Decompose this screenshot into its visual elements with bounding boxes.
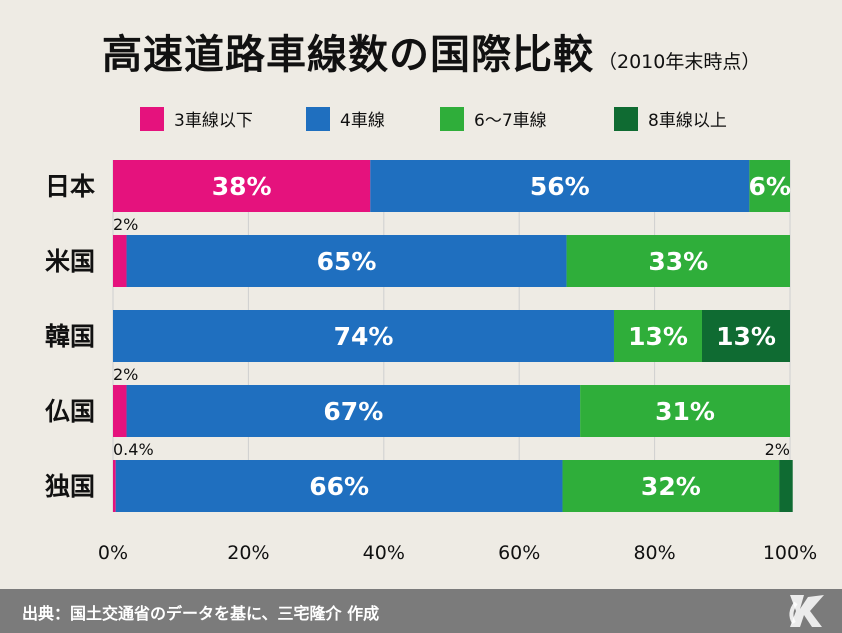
data-label-outside: 0.4% <box>113 440 154 459</box>
legend-item-8-lanes-or-more: 8車線以上 <box>614 106 727 131</box>
bar-segment <box>126 235 567 287</box>
x-tick-label: 100% <box>763 542 817 564</box>
bar-segment <box>562 460 780 512</box>
bar-segment <box>370 160 750 212</box>
bar-segment <box>113 460 116 512</box>
category-label: 韓国 <box>45 322 95 351</box>
data-label-outside: 2% <box>113 365 138 384</box>
data-label: 38% <box>212 172 272 201</box>
logo-icon <box>789 595 824 627</box>
legend-item-3-lanes-or-less: 3車線以下 <box>140 106 253 131</box>
data-label: 74% <box>334 322 394 351</box>
stacked-bar-chart: 日本 38% 56% 6% 米国 2% 65% 33% 韓国 74% 13% 13% 仏国 2% 67% 31… <box>45 160 817 564</box>
legend-swatch <box>140 106 164 131</box>
data-label-outside: 2% <box>765 440 790 459</box>
data-label: 31% <box>655 397 715 426</box>
bar-segment <box>113 310 614 362</box>
x-tick-label: 80% <box>633 542 675 564</box>
data-label: 65% <box>317 247 377 276</box>
bar-segment <box>779 460 793 512</box>
data-label: 13% <box>628 322 688 351</box>
category-label: 米国 <box>45 247 95 276</box>
legend-swatch <box>614 106 638 131</box>
data-label: 6% <box>748 172 790 201</box>
category-label: 独国 <box>45 472 95 501</box>
x-tick-label: 20% <box>227 542 269 564</box>
bar-segment <box>113 160 371 212</box>
legend: 3車線以下 4車線 6〜7車線 8車線以上 <box>0 106 842 134</box>
legend-label: 3車線以下 <box>174 111 253 131</box>
data-label: 13% <box>716 322 776 351</box>
legend-swatch <box>306 106 330 131</box>
category-label: 仏国 <box>45 397 95 426</box>
data-label: 33% <box>648 247 708 276</box>
x-tick-label: 0% <box>98 542 128 564</box>
chart-title: 高速道路車線数の国際比較 （2010年末時点） <box>102 22 760 80</box>
source-note: 出典：国土交通省のデータを基に、三宅隆介 作成 <box>22 604 380 623</box>
data-label: 32% <box>641 472 701 501</box>
bar-segment <box>580 385 790 437</box>
legend-label: 6〜7車線 <box>474 111 547 131</box>
legend-swatch <box>440 106 464 131</box>
data-label-outside: 2% <box>113 215 138 234</box>
x-tick-label: 40% <box>363 542 405 564</box>
legend-item-6-7-lanes: 6〜7車線 <box>440 106 547 131</box>
bar-segment <box>126 385 581 437</box>
footer-bar: 出典：国土交通省のデータを基に、三宅隆介 作成 <box>0 589 842 633</box>
chart-title-main: 高速道路車線数の国際比較 <box>102 32 594 78</box>
legend-label: 4車線 <box>340 111 385 131</box>
bar-segment <box>566 235 790 287</box>
legend-item-4-lanes: 4車線 <box>306 106 385 131</box>
bar-segment <box>113 235 127 287</box>
bar-segment <box>115 460 563 512</box>
data-label: 67% <box>323 397 383 426</box>
legend-label: 8車線以上 <box>648 111 727 131</box>
chart-title-subtitle: （2010年末時点） <box>598 51 761 73</box>
category-label: 日本 <box>45 172 95 201</box>
bar-segment <box>113 385 127 437</box>
data-label: 66% <box>309 472 369 501</box>
data-label: 56% <box>530 172 590 201</box>
bar-segment <box>749 160 790 212</box>
x-tick-label: 60% <box>498 542 540 564</box>
bar-segment <box>701 310 790 362</box>
bar-segment <box>613 310 702 362</box>
